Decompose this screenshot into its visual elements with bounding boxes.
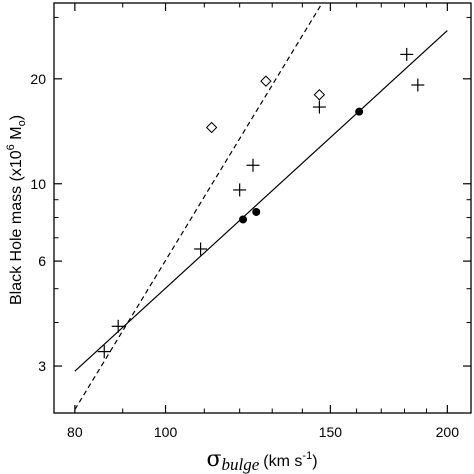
y-axis-units: M xyxy=(8,126,25,144)
y-tick-label: 3 xyxy=(38,358,46,374)
y-axis-units-subscript: o xyxy=(16,120,28,126)
diamond-marker xyxy=(205,121,218,134)
plus-marker xyxy=(194,242,208,256)
plot-frame xyxy=(53,2,472,414)
y-tick-label: 6 xyxy=(38,253,46,269)
plus-marker xyxy=(312,100,326,114)
solid-fit-line xyxy=(74,30,448,372)
diamond-marker xyxy=(260,75,272,87)
plus-marker xyxy=(246,158,260,172)
plus-marker xyxy=(233,183,247,197)
filled-circle-marker xyxy=(252,207,261,216)
x-axis-units-close: ) xyxy=(312,453,317,470)
filled-circle-marker xyxy=(239,215,248,224)
plus-marker xyxy=(97,345,111,359)
plus-marker xyxy=(111,319,125,333)
y-axis-exponent: 6 xyxy=(5,144,17,150)
x-tick-label: 80 xyxy=(67,424,83,440)
y-axis-units-close: ) xyxy=(8,115,25,120)
data-points xyxy=(97,47,425,359)
x-tick-label: 100 xyxy=(154,424,178,440)
x-axis-units-exponent: -1 xyxy=(302,450,312,462)
diamond-marker xyxy=(313,89,326,101)
x-axis-units: (km s xyxy=(263,453,302,470)
x-tick-label: 200 xyxy=(436,424,460,440)
y-axis-text: Black Hole mass (x10 xyxy=(8,150,25,305)
axis-ticks: 80 100 150 200 3 6 10 20 xyxy=(30,3,471,440)
y-axis-label: Black Hole mass (x106 Mo) xyxy=(5,115,28,305)
x-axis-label: σbulge (km s-1) xyxy=(206,447,317,474)
filled-circle-marker xyxy=(355,107,364,116)
plus-marker xyxy=(411,78,425,92)
plus-marker xyxy=(400,47,414,61)
y-tick-label: 20 xyxy=(30,71,46,87)
x-axis-subscript: bulge xyxy=(222,455,260,474)
y-tick-label: 10 xyxy=(30,176,46,192)
x-tick-label: 150 xyxy=(319,424,343,440)
fit-lines xyxy=(74,2,448,410)
dashed-fit-line xyxy=(74,2,323,410)
x-axis-symbol: σ xyxy=(206,447,221,472)
